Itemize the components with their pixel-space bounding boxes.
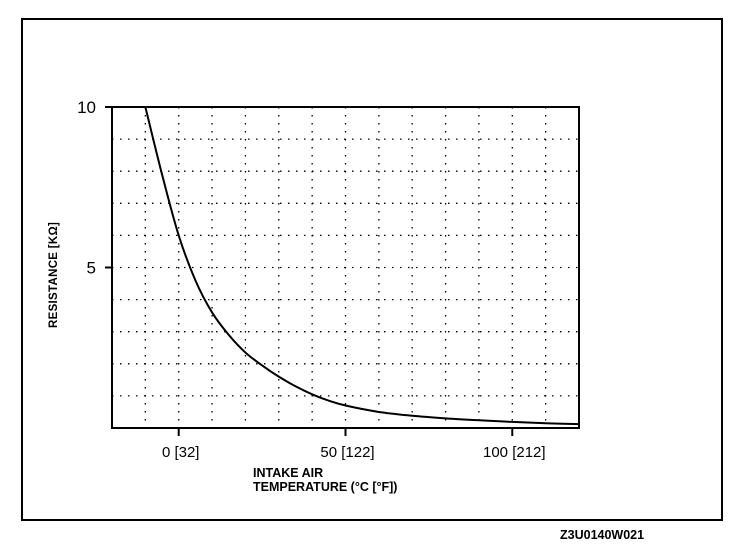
x-tick-label: 100 [212] xyxy=(483,444,546,461)
x-tick-label: 50 [122] xyxy=(320,444,374,461)
y-tick-label: 5 xyxy=(87,259,96,278)
y-axis-label: RESISTANCE [KΩ] xyxy=(48,221,60,328)
x-axis-label-line-2: TEMPERATURE (°C [°F]) xyxy=(253,480,398,494)
axis-ticks: 10 5 0 [32] 50 [122] 100 [212] xyxy=(77,98,545,461)
y-tick-label: 10 xyxy=(77,98,96,117)
resistance-curve xyxy=(144,106,580,426)
x-tick-label: 0 [32] xyxy=(162,444,200,461)
figure-frame xyxy=(21,18,723,521)
x-axis-label-line-1: INTAKE AIR xyxy=(253,466,324,480)
x-axis-label: INTAKE AIR TEMPERATURE (°C [°F]) xyxy=(253,466,397,494)
figure-code: Z3U0140W021 xyxy=(560,528,645,542)
chart-grid xyxy=(112,107,579,428)
